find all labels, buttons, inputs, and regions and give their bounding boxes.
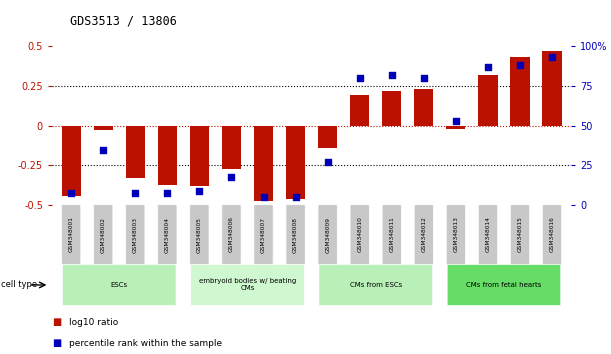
Point — [98, 147, 108, 152]
Point — [163, 190, 172, 195]
Text: GSM348006: GSM348006 — [229, 217, 234, 252]
Text: GSM348005: GSM348005 — [197, 217, 202, 252]
Point — [547, 54, 557, 60]
Text: GSM348002: GSM348002 — [101, 217, 106, 252]
FancyBboxPatch shape — [414, 205, 433, 264]
Bar — [254, 126, 273, 200]
Text: CMs from fetal hearts: CMs from fetal hearts — [466, 282, 541, 288]
Bar — [414, 89, 433, 126]
Bar — [93, 126, 113, 130]
Bar — [478, 75, 497, 126]
Point — [451, 118, 461, 124]
FancyBboxPatch shape — [126, 205, 145, 264]
Bar — [543, 51, 562, 126]
Text: GSM348013: GSM348013 — [453, 217, 458, 252]
Point — [483, 64, 493, 69]
Bar — [286, 126, 306, 199]
Text: cell type: cell type — [1, 280, 37, 290]
FancyBboxPatch shape — [350, 205, 369, 264]
Text: log10 ratio: log10 ratio — [69, 318, 119, 327]
Bar — [190, 126, 209, 186]
Text: embryoid bodies w/ beating
CMs: embryoid bodies w/ beating CMs — [199, 279, 296, 291]
Point — [291, 195, 301, 200]
Text: GSM348001: GSM348001 — [68, 217, 74, 252]
Bar — [158, 126, 177, 185]
Bar — [318, 126, 337, 148]
Point — [66, 190, 76, 195]
Text: GSM348003: GSM348003 — [133, 217, 138, 252]
Point — [258, 195, 268, 200]
FancyBboxPatch shape — [62, 264, 176, 306]
Text: GSM348014: GSM348014 — [485, 217, 491, 252]
Bar — [126, 126, 145, 178]
Point — [515, 62, 525, 68]
FancyBboxPatch shape — [478, 205, 497, 264]
Bar — [222, 126, 241, 169]
FancyBboxPatch shape — [382, 205, 401, 264]
FancyBboxPatch shape — [62, 205, 81, 264]
Text: GSM348007: GSM348007 — [261, 217, 266, 252]
Point — [387, 72, 397, 78]
FancyBboxPatch shape — [254, 205, 273, 264]
FancyBboxPatch shape — [93, 205, 113, 264]
Point — [323, 159, 332, 165]
Text: percentile rank within the sample: percentile rank within the sample — [69, 339, 222, 348]
FancyBboxPatch shape — [318, 205, 337, 264]
Bar — [62, 126, 81, 196]
Point — [419, 75, 429, 81]
FancyBboxPatch shape — [191, 264, 304, 306]
FancyBboxPatch shape — [510, 205, 530, 264]
FancyBboxPatch shape — [543, 205, 562, 264]
Text: GSM348012: GSM348012 — [422, 217, 426, 252]
Text: GSM348009: GSM348009 — [325, 217, 330, 252]
FancyBboxPatch shape — [447, 264, 561, 306]
Text: GSM348016: GSM348016 — [549, 217, 555, 252]
FancyBboxPatch shape — [286, 205, 306, 264]
FancyBboxPatch shape — [158, 205, 177, 264]
Text: ■: ■ — [52, 338, 61, 348]
Point — [355, 75, 365, 81]
Bar — [446, 126, 466, 129]
FancyBboxPatch shape — [446, 205, 466, 264]
Bar — [350, 95, 369, 126]
Text: CMs from ESCs: CMs from ESCs — [349, 282, 402, 288]
Point — [227, 174, 236, 179]
Text: GSM348011: GSM348011 — [389, 217, 394, 252]
Text: ESCs: ESCs — [111, 282, 128, 288]
FancyBboxPatch shape — [190, 205, 209, 264]
Bar — [510, 57, 530, 126]
Point — [194, 188, 204, 194]
Text: GSM348004: GSM348004 — [165, 217, 170, 252]
Text: GSM348008: GSM348008 — [293, 217, 298, 252]
FancyBboxPatch shape — [222, 205, 241, 264]
Text: ■: ■ — [52, 317, 61, 327]
Bar — [382, 91, 401, 126]
Text: GSM348010: GSM348010 — [357, 217, 362, 252]
Text: GSM348015: GSM348015 — [518, 217, 522, 252]
Text: GDS3513 / 13806: GDS3513 / 13806 — [70, 14, 177, 27]
FancyBboxPatch shape — [319, 264, 433, 306]
Point — [130, 190, 140, 195]
